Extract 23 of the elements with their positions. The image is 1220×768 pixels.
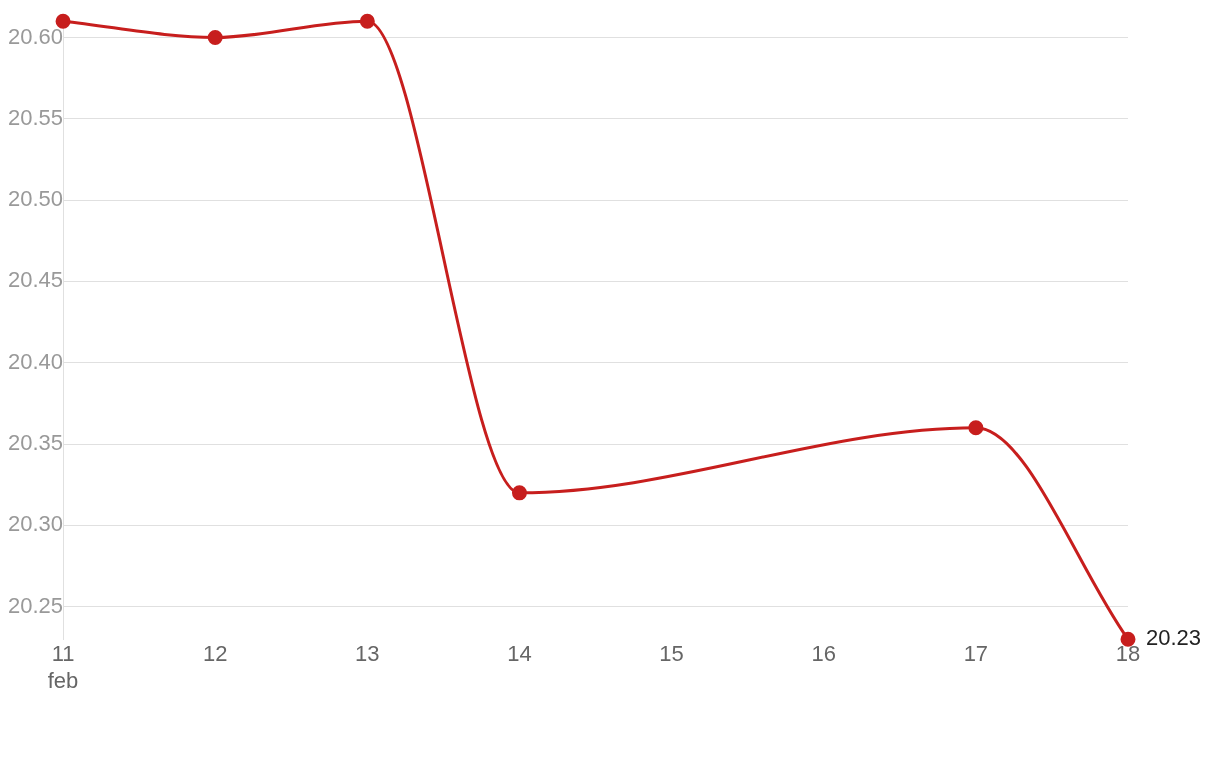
- x-tick-label: 15: [659, 641, 684, 667]
- x-tick-label: 11 feb: [47, 641, 79, 693]
- y-tick-label: 20.55: [7, 104, 64, 130]
- data-label: 20.23: [1146, 625, 1202, 651]
- point: [511, 485, 527, 501]
- x-tick-label: 13: [355, 641, 380, 667]
- point: [1120, 631, 1136, 647]
- y-tick-label: 20.35: [7, 430, 64, 456]
- y-tick-label: 20.45: [7, 267, 64, 293]
- point: [207, 29, 223, 45]
- x-tick-label: 16: [811, 641, 836, 667]
- x-tick-label: 12: [202, 641, 228, 667]
- point: [55, 13, 71, 29]
- x-tick-label: 14: [507, 641, 532, 667]
- y-tick-label: 20.30: [7, 511, 64, 537]
- y-tick-label: 20.40: [7, 348, 64, 374]
- y-tick-label: 20.50: [7, 186, 64, 212]
- x-tick-label: 17: [963, 641, 989, 667]
- y-tick-label: 20.25: [7, 592, 64, 618]
- point: [359, 13, 375, 29]
- point: [968, 420, 984, 436]
- y-tick-label: 20.60: [7, 23, 64, 49]
- x-tick-label: 18: [1115, 641, 1141, 667]
